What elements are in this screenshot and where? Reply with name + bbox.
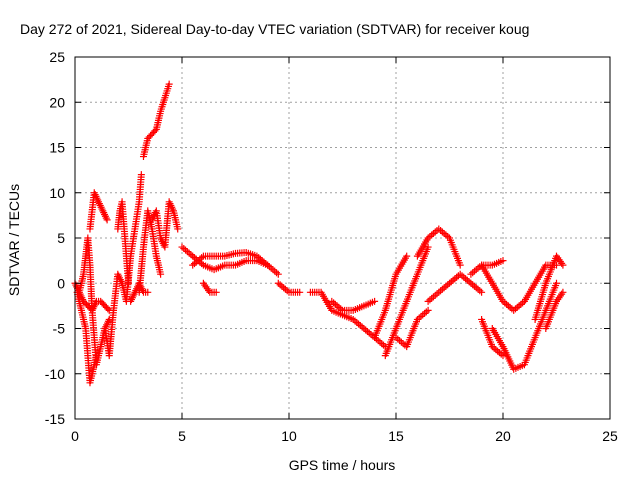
data-point (165, 80, 173, 88)
data-point (559, 288, 567, 296)
data-point (274, 270, 282, 278)
series-late-3 (392, 306, 432, 351)
y-axis-label: SDTVAR / TECUs (6, 184, 22, 296)
x-axis-label: GPS time / hours (289, 457, 396, 473)
y-tick-labels: -15 -10 -5 0 5 10 15 20 25 (45, 49, 65, 427)
x-tick-labels: 0 5 10 15 20 25 (71, 428, 618, 444)
y-tick-label: 10 (49, 185, 65, 201)
series-early-4 (86, 189, 111, 233)
data-point (103, 216, 111, 224)
series-late-9 (478, 315, 507, 360)
x-tick-label: 5 (178, 428, 186, 444)
data-point (371, 297, 379, 305)
data-point (403, 252, 411, 260)
data-point (456, 261, 464, 269)
series-mid-5 (306, 288, 389, 351)
series-late-8 (488, 279, 560, 373)
data-point (212, 288, 220, 296)
data-point (137, 171, 145, 179)
data-point (125, 279, 132, 287)
data-point (478, 288, 486, 296)
tick-marks (74, 56, 611, 420)
data-point (174, 225, 182, 233)
y-tick-label: -10 (45, 366, 65, 382)
x-tick-label: 10 (281, 428, 297, 444)
y-tick-label: 0 (57, 275, 65, 291)
grid (75, 57, 610, 419)
data-point (144, 288, 152, 296)
data-point (92, 352, 100, 360)
data-point (553, 279, 560, 287)
y-tick-label: 25 (49, 49, 65, 65)
data-point (424, 306, 432, 314)
x-tick-label: 0 (71, 428, 79, 444)
data-point (296, 288, 304, 296)
series-rise-1 (139, 80, 173, 161)
series-mid-4 (274, 279, 304, 296)
y-tick-label: -5 (53, 321, 66, 337)
series-late-2 (381, 243, 432, 360)
data-point (499, 257, 507, 265)
y-tick-label: 15 (49, 140, 65, 156)
y-tick-label: 20 (49, 94, 65, 110)
data-points (71, 80, 567, 387)
data-point (104, 305, 112, 313)
data-point (424, 243, 432, 251)
y-tick-label: 5 (57, 230, 65, 246)
data-point (499, 352, 507, 360)
series-mid-2 (189, 248, 282, 278)
series-mid-6 (328, 297, 379, 314)
series-early-3 (75, 288, 113, 314)
x-tick-label: 15 (388, 428, 404, 444)
series-early-5 (101, 171, 145, 360)
series-late-4 (413, 225, 464, 269)
x-tick-label: 25 (602, 428, 618, 444)
series-early-6 (114, 198, 132, 287)
data-point (157, 270, 165, 278)
series-late-5 (424, 270, 486, 305)
series-late-10 (531, 252, 567, 323)
series-late-1 (371, 252, 411, 342)
data-point (151, 127, 159, 135)
data-point (559, 261, 567, 269)
series-rise-3 (148, 198, 182, 251)
y-tick-label: -15 (45, 411, 65, 427)
series-early-2 (73, 288, 100, 387)
x-tick-label: 20 (495, 428, 511, 444)
series-late-11 (542, 288, 567, 332)
series-rise-4 (127, 279, 152, 305)
chart-title: Day 272 of 2021, Sidereal Day-to-day VTE… (20, 21, 529, 37)
series-mid-3 (199, 279, 220, 296)
